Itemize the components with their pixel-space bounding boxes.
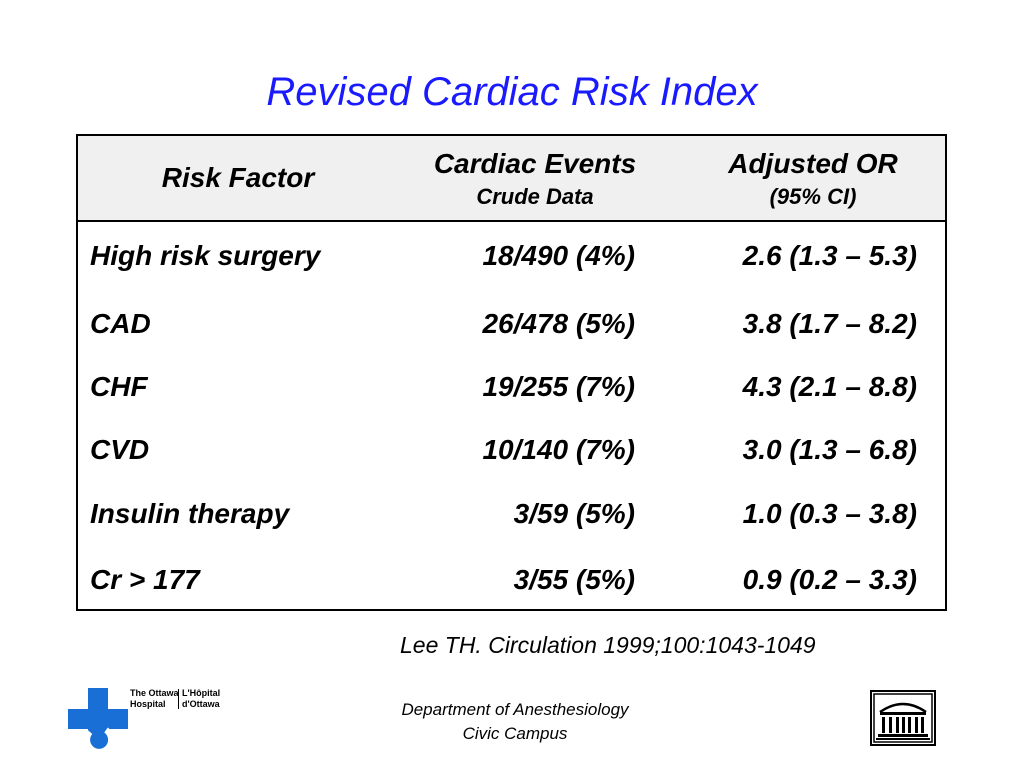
header-risk-factor: Risk Factor [78,136,398,220]
logo-fr-line1: L'Hôpital [182,688,221,698]
hospital-cross-icon [68,688,128,755]
row-factor: High risk surgery [90,240,321,271]
civic-campus-logo [870,690,936,746]
risk-index-table: Risk Factor Cardiac Events Crude Data Ad… [76,134,947,611]
slide-title: Revised Cardiac Risk Index [266,70,758,114]
header-risk-factor-label: Risk Factor [161,162,315,193]
header-adjusted-or-sub: (95% CI) [769,184,857,209]
header-adjusted-or-label: Adjusted OR [728,148,898,179]
header-adjusted-or: Adjusted OR (95% CI) [678,136,948,220]
row-events: 3/59 (5%) [513,498,635,529]
civic-building-icon [870,690,936,746]
citation: Lee TH. Circulation 1999;100:1043-1049 [400,632,816,658]
row-factor: CAD [90,308,151,339]
row-events: 3/55 (5%) [513,564,635,595]
table-header: Risk Factor Cardiac Events Crude Data Ad… [78,136,945,222]
table-row: CVD 10/140 (7%) 3.0 (1.3 – 6.8) [78,434,945,474]
row-events: 18/490 (4%) [482,240,635,271]
row-factor: CVD [90,434,150,465]
footer-department: Department of Anesthesiology Civic Campu… [350,698,680,746]
header-cardiac-events-sub: Crude Data [476,184,594,209]
row-adjusted-or: 2.6 (1.3 – 5.3) [742,240,917,271]
ottawa-hospital-logo: The Ottawa Hospital L'Hôpital d'Ottawa [68,688,228,755]
row-adjusted-or: 3.8 (1.7 – 8.2) [742,308,917,339]
table-row: CHF 19/255 (7%) 4.3 (2.1 – 8.8) [78,371,945,411]
table-row: Cr > 177 3/55 (5%) 0.9 (0.2 – 3.3) [78,564,945,604]
table-row: High risk surgery 18/490 (4%) 2.6 (1.3 –… [78,240,945,280]
table-row: Insulin therapy 3/59 (5%) 1.0 (0.3 – 3.8… [78,498,945,538]
logo-en-line2: Hospital [130,699,166,709]
header-cardiac-events-label: Cardiac Events [433,148,637,179]
logo-fr-line2: d'Ottawa [182,699,220,709]
row-events: 10/140 (7%) [482,434,635,465]
logo-divider [178,689,179,709]
logo-text-en: The Ottawa Hospital [130,688,179,710]
logo-en-line1: The Ottawa [130,688,179,698]
row-adjusted-or: 0.9 (0.2 – 3.3) [742,564,917,595]
header-cardiac-events: Cardiac Events Crude Data [400,136,670,220]
row-adjusted-or: 3.0 (1.3 – 6.8) [742,434,917,465]
department-name: Department of Anesthesiology [401,700,629,719]
table-row: CAD 26/478 (5%) 3.8 (1.7 – 8.2) [78,308,945,348]
campus-name: Civic Campus [462,724,568,743]
row-factor: Cr > 177 [90,564,200,595]
row-events: 26/478 (5%) [482,308,635,339]
row-adjusted-or: 1.0 (0.3 – 3.8) [742,498,917,529]
row-adjusted-or: 4.3 (2.1 – 8.8) [742,371,917,402]
row-factor: CHF [90,371,148,402]
row-events: 19/255 (7%) [482,371,635,402]
row-factor: Insulin therapy [90,498,290,529]
logo-text-fr: L'Hôpital d'Ottawa [182,688,220,710]
